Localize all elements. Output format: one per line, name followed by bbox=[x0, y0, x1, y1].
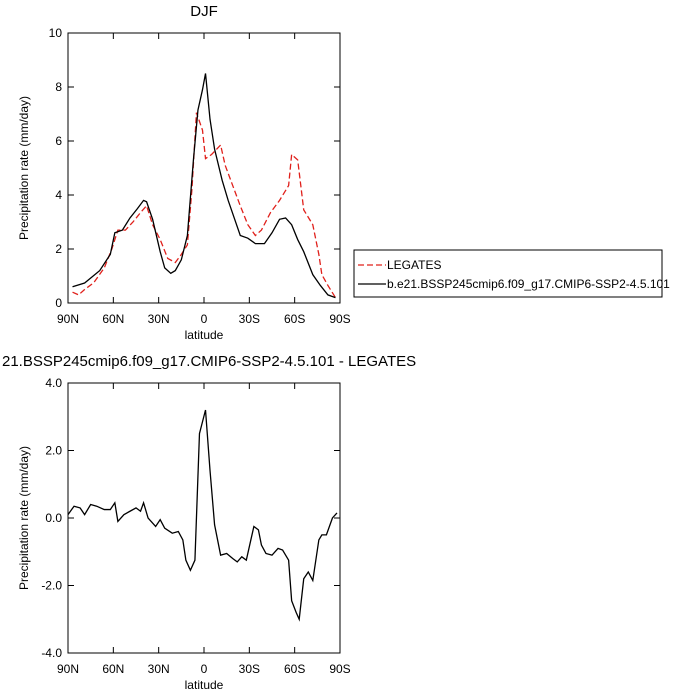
legend-label: LEGATES bbox=[387, 258, 441, 272]
data-line bbox=[72, 73, 336, 299]
chart-title: DJF bbox=[190, 3, 218, 20]
x-axis-label: latitude bbox=[185, 328, 224, 342]
x-tick-label: 30S bbox=[239, 662, 260, 676]
x-tick-label: 0 bbox=[201, 312, 208, 326]
x-axis-label: latitude bbox=[185, 678, 224, 692]
y-tick-label: 4.0 bbox=[45, 376, 62, 390]
legend-label: b.e21.BSSP245cmip6.f09_g17.CMIP6-SSP2-4.… bbox=[387, 277, 670, 291]
x-tick-label: 90S bbox=[329, 312, 350, 326]
x-tick-label: 0 bbox=[201, 662, 208, 676]
y-tick-label: 10 bbox=[49, 26, 63, 40]
x-tick-label: 30N bbox=[148, 662, 170, 676]
data-line bbox=[67, 409, 338, 622]
x-tick-label: 60N bbox=[102, 312, 124, 326]
y-tick-label: 6 bbox=[55, 134, 62, 148]
y-tick-label: 0.0 bbox=[45, 511, 62, 525]
chart-title: 21.BSSP245cmip6.f09_g17.CMIP6-SSP2-4.5.1… bbox=[2, 353, 416, 370]
x-tick-label: 60N bbox=[102, 662, 124, 676]
y-axis-label: Precipitation rate (mm/day) bbox=[17, 96, 31, 240]
y-tick-label: 8 bbox=[55, 80, 62, 94]
x-tick-label: 90N bbox=[57, 312, 79, 326]
x-tick-label: 30N bbox=[148, 312, 170, 326]
plot-frame bbox=[67, 32, 341, 304]
x-tick-label: 60S bbox=[284, 312, 305, 326]
data-line bbox=[72, 112, 337, 298]
x-tick-label: 60S bbox=[284, 662, 305, 676]
y-axis-label: Precipitation rate (mm/day) bbox=[17, 446, 31, 590]
y-tick-label: -2.0 bbox=[41, 579, 62, 593]
x-tick-label: 90S bbox=[329, 662, 350, 676]
plot-frame bbox=[67, 382, 341, 654]
y-tick-label: 2 bbox=[55, 242, 62, 256]
x-tick-label: 30S bbox=[239, 312, 260, 326]
y-tick-label: -4.0 bbox=[41, 646, 62, 660]
x-tick-label: 90N bbox=[57, 662, 79, 676]
legend-box bbox=[353, 249, 663, 298]
y-tick-label: 4 bbox=[55, 188, 62, 202]
y-tick-label: 2.0 bbox=[45, 444, 62, 458]
y-tick-label: 0 bbox=[55, 296, 62, 310]
